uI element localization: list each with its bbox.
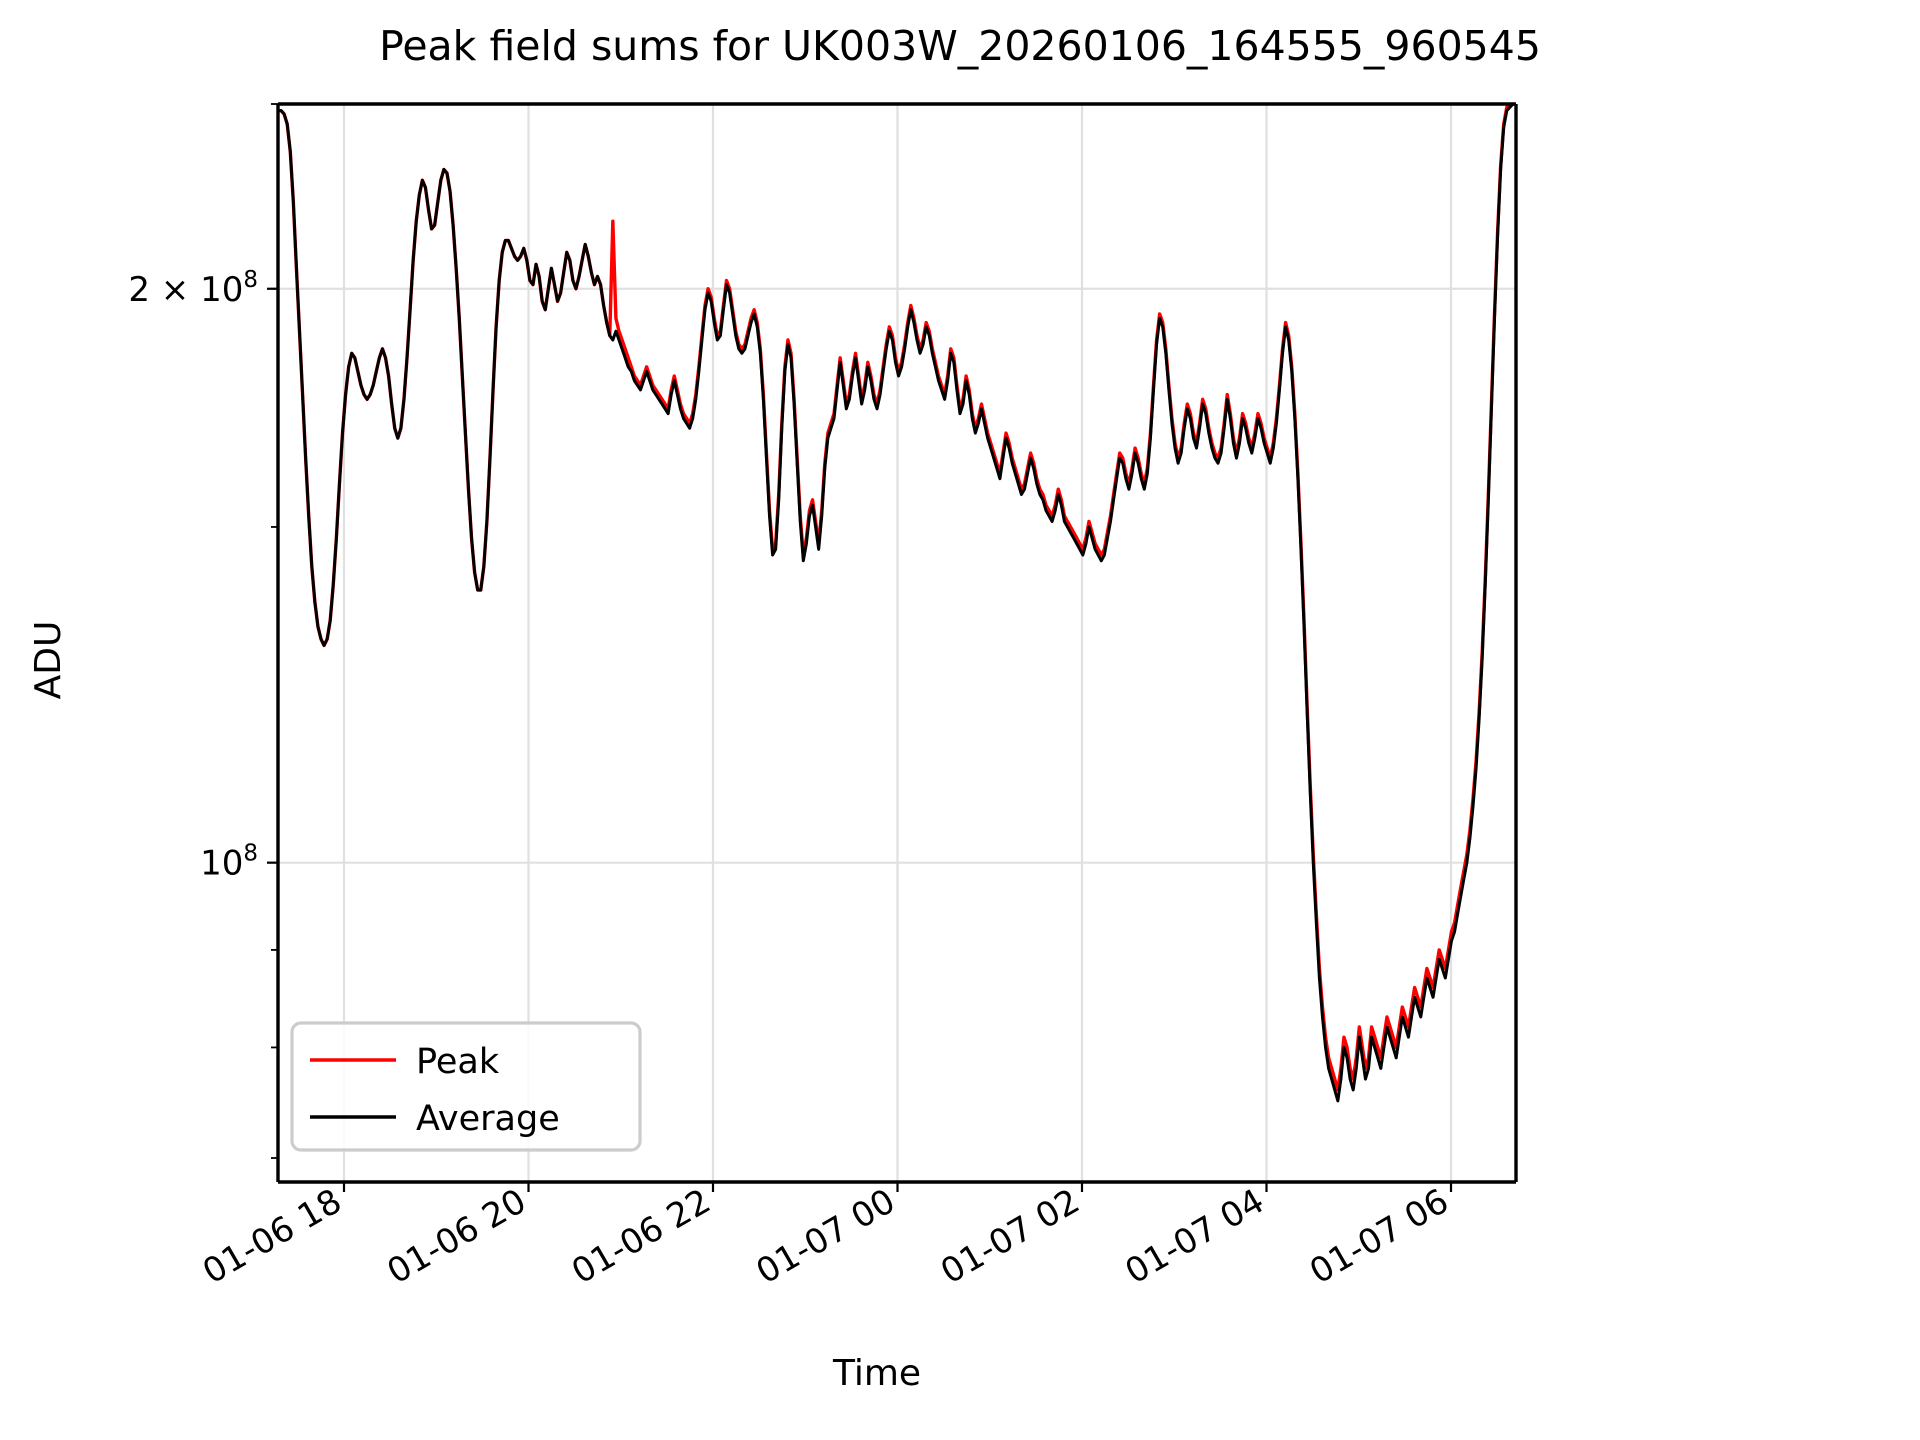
y-tick-label: 108 <box>200 841 258 884</box>
y-tick-labels-group: 2 × 108 108 <box>128 267 258 884</box>
legend-label-peak: Peak <box>416 1042 500 1082</box>
x-tick-label: 01-06 20 <box>381 1181 533 1292</box>
chart-title: Peak field sums for UK003W_20260106_1645… <box>379 22 1541 70</box>
y-tick-label: 2 × 108 <box>128 267 258 310</box>
gridlines-group <box>278 104 1516 1182</box>
x-tick-label: 01-07 02 <box>934 1181 1086 1292</box>
series-line-average <box>278 104 1516 1103</box>
tick-marks-group <box>267 103 1453 1192</box>
x-tick-label: 01-06 22 <box>565 1181 717 1292</box>
legend-label-average: Average <box>416 1099 560 1139</box>
data-series-group <box>278 104 1516 1103</box>
x-tick-label: 01-06 18 <box>196 1181 348 1292</box>
x-tick-labels-group: 01-06 18 01-06 20 01-06 22 01-07 00 01-07 02… <box>196 1181 1455 1292</box>
legend-box[interactable]: Peak Average <box>290 1021 642 1152</box>
y-axis-label: ADU <box>28 621 69 700</box>
x-tick-label: 01-07 06 <box>1303 1181 1455 1292</box>
x-axis-label: Time <box>832 1353 921 1394</box>
x-tick-label: 01-07 04 <box>1119 1181 1271 1292</box>
x-tick-label: 01-07 00 <box>750 1181 902 1292</box>
